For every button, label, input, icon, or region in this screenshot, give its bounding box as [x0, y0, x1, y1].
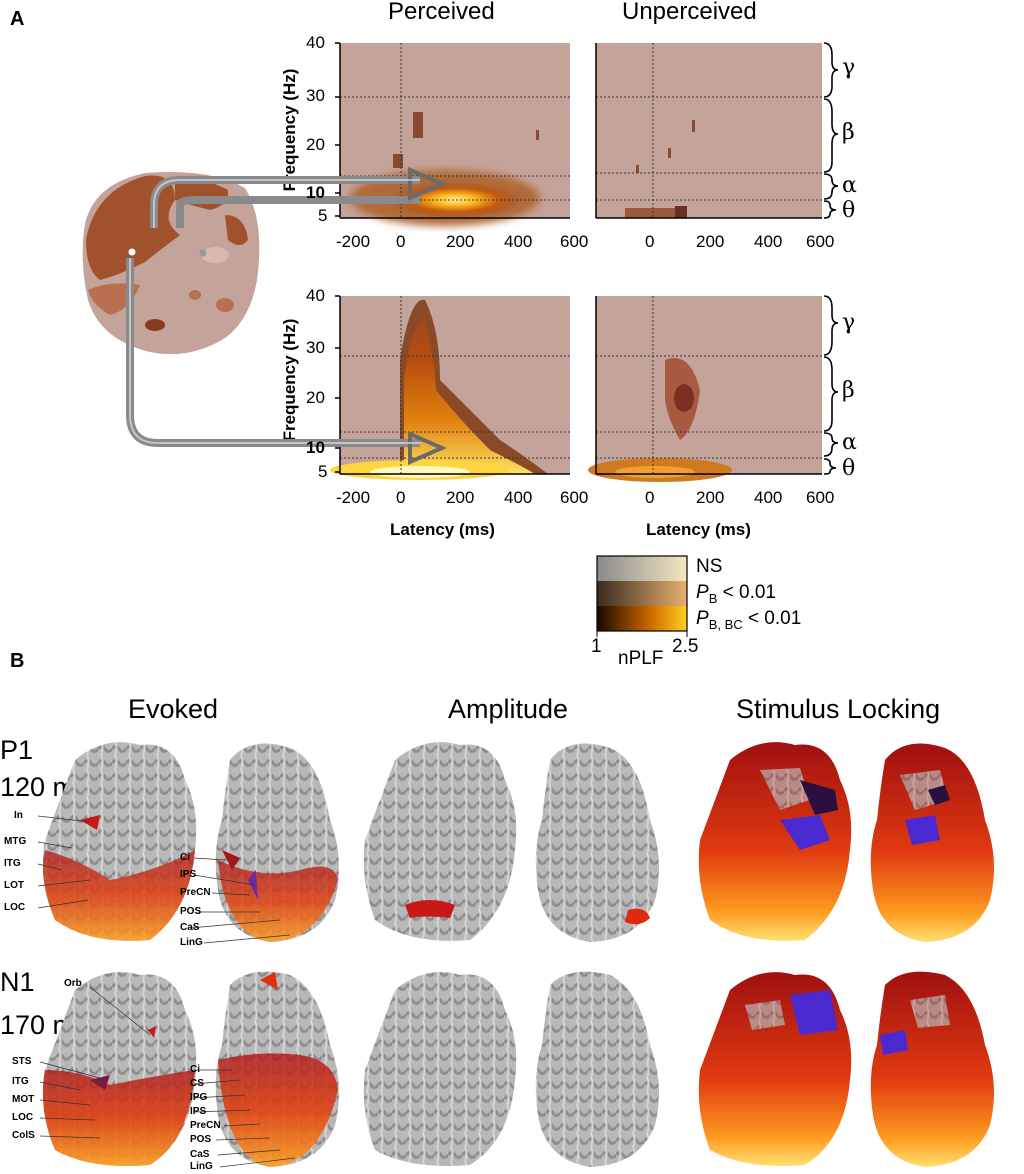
label-p1-cas: CaS: [180, 922, 200, 933]
label-n1-itg: ITG: [12, 1076, 29, 1087]
colorbar-max: 2.5: [672, 636, 699, 657]
xtick-tl-0: 0: [396, 232, 406, 251]
xtick-tl-600: 600: [560, 232, 589, 251]
arrow-heads: [408, 166, 447, 466]
label-p1-loc: LOC: [4, 902, 26, 913]
label-n1-ips: IPS: [190, 1106, 207, 1117]
label-n1-cs: CS: [190, 1078, 204, 1089]
xtick-br-200: 200: [696, 488, 725, 507]
xtick-tr-200: 200: [696, 232, 725, 251]
xtick-bl-0: 0: [396, 488, 406, 507]
label-p1-in: In: [14, 810, 23, 821]
label-p1-ling: LinG: [180, 937, 203, 948]
legend-pb: PB < 0.01: [696, 582, 776, 606]
ytick-top-10: 10: [306, 183, 325, 202]
band-alpha-top: α: [842, 173, 857, 198]
xtick-tl-m200: -200: [336, 232, 371, 251]
xtick-bl-m200: -200: [336, 488, 371, 507]
xlabel-right: Latency (ms): [646, 520, 751, 539]
label-n1-mot: MOT: [12, 1094, 35, 1105]
label-p1-itg: ITG: [4, 858, 21, 869]
label-p1-ips: IPS: [180, 869, 197, 880]
ytick-bot-20: 20: [306, 388, 325, 407]
xtick-bl-600: 600: [560, 488, 589, 507]
region-leader-lines: [37, 815, 296, 1168]
heatmap-unperceived-top: [596, 43, 822, 218]
band-braces: [823, 42, 839, 475]
brain-amplitude-p1-left: [363, 742, 517, 941]
label-n1-loc: LOC: [12, 1112, 34, 1123]
label-n1-ling: LinG: [190, 1161, 213, 1172]
row-p1-component: P1: [0, 735, 34, 765]
label-n1-cols: ColS: [12, 1130, 35, 1141]
ytick-top-20: 20: [306, 135, 325, 154]
ytick-top-40: 40: [306, 33, 325, 52]
colorbar-min: 1: [591, 636, 602, 657]
band-theta-top: θ: [842, 198, 856, 223]
band-beta-top: β: [842, 120, 855, 145]
xtick-tl-200: 200: [446, 232, 475, 251]
xtick-tr-0: 0: [645, 232, 655, 251]
panel-letter-a: A: [10, 8, 25, 30]
brain-locking-n1-left: [698, 972, 852, 1166]
xtick-bl-200: 200: [446, 488, 475, 507]
legend-pbbc: PB, BC < 0.01: [696, 608, 802, 632]
brain-evoked-n1-right: [215, 971, 339, 1167]
col-title-unperceived: Unperceived: [622, 0, 757, 25]
ytick-bot-10: 10: [306, 438, 325, 457]
brain-locking-p1-left: [698, 742, 852, 941]
legend-ns: NS: [696, 556, 723, 577]
brain-evoked-n1-left: [42, 972, 197, 1166]
band-theta-bot: θ: [842, 456, 856, 481]
label-n1-ipg: IPG: [190, 1092, 208, 1103]
label-n1-cas: CaS: [190, 1149, 210, 1160]
ytick-bot-30: 30: [306, 338, 325, 357]
xtick-tr-400: 400: [754, 232, 783, 251]
xlabel-left: Latency (ms): [390, 520, 495, 539]
xtick-br-600: 600: [806, 488, 835, 507]
band-alpha-bot: α: [842, 430, 857, 455]
col-title-stimulus-locking: Stimulus Locking: [736, 694, 941, 724]
xtick-tl-400: 400: [504, 232, 533, 251]
brain-evoked-p1-left: [42, 742, 197, 941]
label-p1-pos: POS: [180, 906, 202, 917]
ytick-top-30: 30: [306, 86, 325, 105]
panel-letter-b: B: [10, 650, 25, 672]
xtick-tr-600: 600: [806, 232, 835, 251]
xtick-bl-400: 400: [504, 488, 533, 507]
col-title-perceived: Perceived: [388, 0, 495, 25]
brain-locking-n1-right: [870, 971, 994, 1167]
label-n1-precn: PreCN: [190, 1120, 221, 1131]
label-p1-lot: LOT: [4, 880, 24, 891]
label-n1-ci: Ci: [190, 1064, 200, 1075]
xtick-br-400: 400: [754, 488, 783, 507]
row-n1-component: N1: [0, 967, 35, 997]
brain-evoked-p1-right: [215, 743, 339, 942]
label-p1-mtg: MTG: [4, 836, 27, 847]
label-n1-orb: Orb: [64, 978, 82, 989]
col-title-amplitude: Amplitude: [448, 694, 569, 724]
heatmap-unperceived-bottom: [588, 296, 822, 482]
ytick-bot-5: 5: [318, 462, 328, 481]
brain-amplitude-n1-left: [363, 972, 517, 1166]
band-gamma-top: γ: [842, 55, 856, 80]
label-p1-ci: Ci: [180, 852, 190, 863]
label-n1-pos: POS: [190, 1134, 212, 1145]
brain-amplitude-n1-right: [535, 971, 659, 1167]
ytick-bot-40: 40: [306, 286, 325, 305]
band-beta-bot: β: [842, 378, 855, 403]
nplf-colorbar: [596, 555, 688, 637]
label-n1-sts: STS: [12, 1056, 32, 1067]
xtick-br-0: 0: [645, 488, 655, 507]
ytick-top-5: 5: [318, 206, 328, 225]
band-gamma-bot: γ: [842, 310, 856, 335]
colorbar-label: nPLF: [618, 648, 664, 669]
label-p1-precn: PreCN: [180, 887, 211, 898]
brain-locking-p1-right: [870, 743, 994, 942]
col-title-evoked: Evoked: [128, 694, 219, 724]
brain-amplitude-p1-right: [535, 743, 659, 942]
